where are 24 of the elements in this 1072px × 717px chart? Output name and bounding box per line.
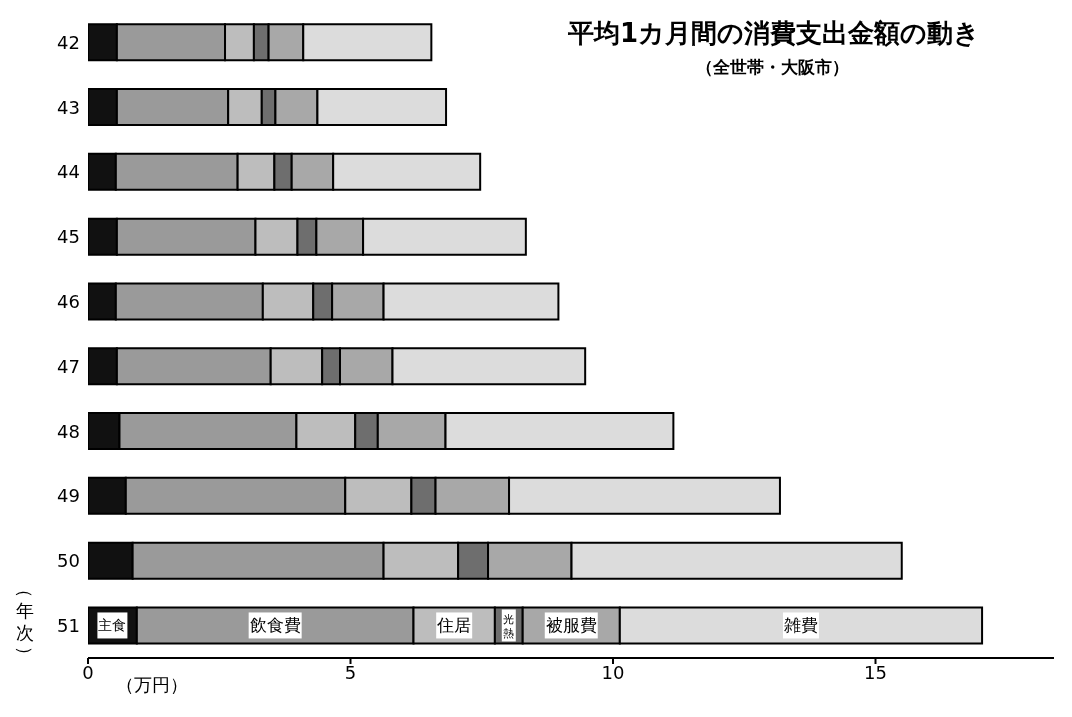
y-tick-label: 51	[57, 614, 80, 636]
x-tick-label: 10	[601, 661, 625, 683]
y-axis-title: （年次）	[14, 579, 36, 666]
x-tick-label: 15	[864, 661, 887, 683]
y-tick-label: 47	[57, 355, 80, 377]
series-label: 住居	[436, 615, 472, 636]
series-label: 飲食費	[249, 615, 301, 636]
x-tick-label: 5	[344, 661, 357, 683]
y-tick-label: 45	[57, 226, 80, 248]
y-tick-label: 46	[57, 290, 80, 312]
y-tick-label: 49	[57, 485, 80, 507]
y-tick-label: 50	[57, 550, 80, 572]
series-label: 光熱	[503, 613, 515, 641]
x-tick-label: 0	[82, 661, 94, 683]
x-axis-title: （万円）	[116, 673, 188, 697]
series-label: 雑費	[783, 615, 818, 636]
text: （全世帯・大阪市）	[696, 56, 849, 79]
y-tick-label: 44	[57, 161, 80, 183]
y-tick-label: 42	[57, 31, 80, 53]
series-label: 被服費	[545, 615, 597, 636]
y-tick-label: 43	[57, 96, 80, 118]
chart-title: 平均1カ月間の消費支出金額の動き	[568, 17, 981, 50]
y-tick-label: 48	[57, 420, 80, 442]
series-label: 主食	[98, 617, 127, 634]
